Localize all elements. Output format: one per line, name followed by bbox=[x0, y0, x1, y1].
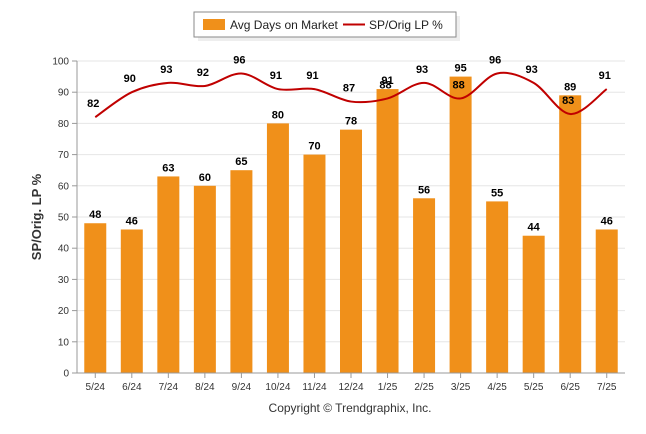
y-tick-label: 90 bbox=[58, 88, 70, 99]
x-tick-label: 4/25 bbox=[487, 382, 507, 393]
x-tick-label: 2/25 bbox=[414, 382, 434, 393]
y-tick-label: 50 bbox=[58, 213, 70, 224]
bar-value-label: 56 bbox=[418, 184, 430, 196]
bar-value-label: 91 bbox=[381, 75, 393, 87]
legend: Avg Days on Market SP/Orig LP % bbox=[193, 11, 460, 41]
x-tick-label: 10/24 bbox=[265, 382, 290, 393]
y-tick-label: 80 bbox=[58, 119, 70, 130]
line-value-label: 91 bbox=[270, 70, 282, 82]
bar bbox=[157, 176, 180, 373]
x-tick-label: 3/25 bbox=[451, 382, 471, 393]
line-value-label: 96 bbox=[233, 54, 245, 66]
x-tick-label: 11/24 bbox=[302, 382, 327, 393]
x-tick-label: 6/24 bbox=[122, 382, 142, 393]
line-path bbox=[94, 71, 608, 118]
x-tick-label: 7/24 bbox=[159, 382, 179, 393]
y-tick-label: 30 bbox=[58, 275, 70, 286]
x-tick-label: 8/24 bbox=[195, 382, 215, 393]
line-value-label: 87 bbox=[343, 83, 355, 95]
line-value-label: 82 bbox=[87, 98, 99, 110]
legend-frame bbox=[193, 11, 457, 38]
bar bbox=[522, 235, 545, 373]
x-tick-label: 5/25 bbox=[524, 382, 544, 393]
bar bbox=[303, 154, 326, 373]
bar-value-label: 60 bbox=[199, 172, 211, 184]
bar bbox=[413, 198, 436, 373]
y-tick-label: 0 bbox=[63, 369, 69, 380]
bar-value-label: 44 bbox=[528, 222, 541, 234]
line-value-label: 93 bbox=[416, 64, 428, 76]
x-tick-label: 7/25 bbox=[597, 382, 617, 393]
bar bbox=[595, 229, 618, 373]
bar bbox=[193, 185, 216, 373]
bar bbox=[376, 89, 399, 373]
x-tick-label: 9/24 bbox=[232, 382, 252, 393]
bar-value-label: 55 bbox=[491, 187, 503, 199]
line-value-label: 92 bbox=[197, 67, 209, 79]
bar bbox=[230, 170, 253, 373]
line-value-label: 91 bbox=[306, 70, 318, 82]
bar bbox=[84, 223, 107, 373]
x-tick-label: 5/24 bbox=[86, 382, 106, 393]
legend-swatch-bar bbox=[203, 19, 225, 30]
bar-value-label: 78 bbox=[345, 116, 357, 128]
y-axis-title: SP/Orig. LP % bbox=[29, 173, 44, 260]
line-value-label: 91 bbox=[599, 70, 611, 82]
bar bbox=[449, 76, 472, 373]
axes: 0 10 20 30 40 50 60 70 80 90 100 5/24 6/24 7/24 8/24 9/… bbox=[52, 57, 625, 393]
x-tick-label: 6/25 bbox=[560, 382, 580, 393]
line-value-label: 88 bbox=[379, 79, 391, 91]
line-value-label: 93 bbox=[160, 64, 172, 76]
y-tick-label: 20 bbox=[58, 306, 70, 317]
y-tick-label: 40 bbox=[58, 244, 70, 255]
line-value-label: 88 bbox=[452, 79, 464, 91]
bar-value-label: 89 bbox=[564, 81, 576, 93]
data-labels: 48 46 63 60 65 80 70 78 91 56 95 55 44 89 46 82 90 93 92 96… bbox=[87, 54, 613, 233]
y-tick-label: 100 bbox=[52, 57, 69, 68]
y-tick-label: 10 bbox=[58, 337, 70, 348]
bar-value-label: 80 bbox=[272, 109, 284, 121]
y-tick-label: 70 bbox=[58, 150, 70, 161]
x-tick-label: 1/25 bbox=[378, 382, 398, 393]
x-tick-label: 12/24 bbox=[338, 382, 363, 393]
bar bbox=[486, 201, 509, 373]
copyright-footer: Copyright © Trendgraphix, Inc. bbox=[269, 401, 432, 415]
bar-value-label: 70 bbox=[308, 141, 320, 153]
line-value-label: 96 bbox=[489, 54, 501, 66]
bar-value-label: 46 bbox=[126, 215, 138, 227]
legend-label-line: SP/Orig LP % bbox=[369, 18, 443, 32]
bar bbox=[120, 229, 143, 373]
bar-value-label: 63 bbox=[162, 162, 174, 174]
bar-value-label: 65 bbox=[235, 156, 247, 168]
bar-value-label: 95 bbox=[454, 63, 466, 75]
bar bbox=[559, 95, 582, 373]
line-value-label: 90 bbox=[124, 73, 136, 85]
bar bbox=[266, 123, 289, 374]
line-value-label: 83 bbox=[562, 95, 574, 107]
bar bbox=[340, 129, 362, 373]
bar-value-label: 48 bbox=[89, 209, 101, 221]
y-tick-label: 60 bbox=[58, 181, 70, 192]
bar-value-label: 46 bbox=[601, 215, 613, 227]
line-series bbox=[94, 71, 608, 118]
line-value-label: 93 bbox=[526, 64, 538, 76]
legend-label-bar: Avg Days on Market bbox=[230, 18, 338, 32]
bars bbox=[84, 76, 618, 374]
